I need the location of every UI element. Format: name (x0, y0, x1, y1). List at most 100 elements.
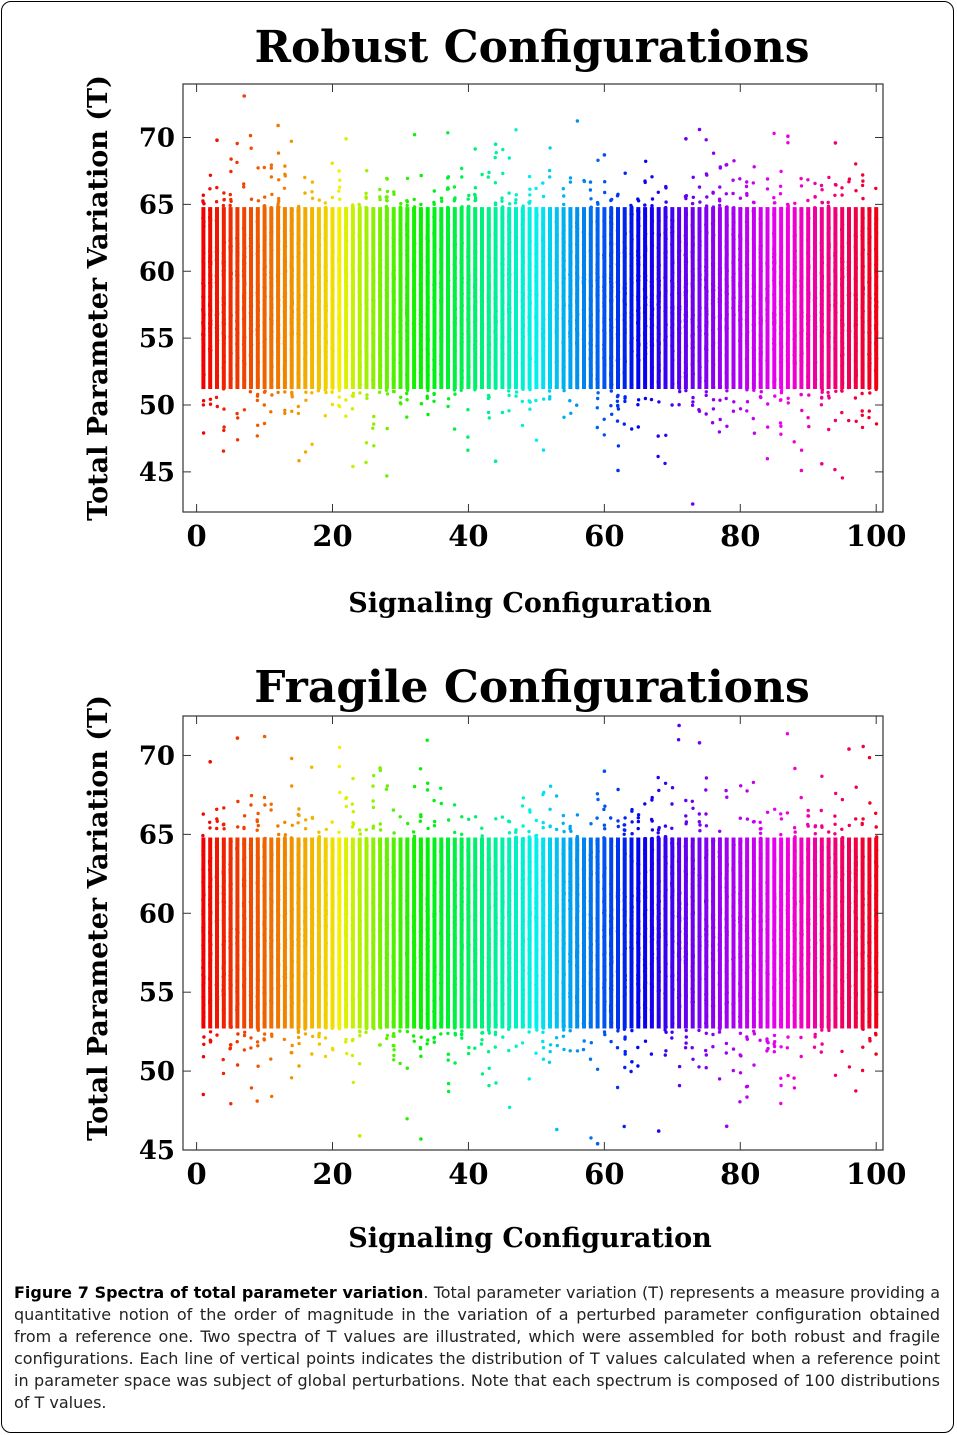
data-point (358, 247, 362, 251)
data-point (460, 166, 464, 171)
data-point (596, 212, 600, 216)
data-point (500, 215, 504, 219)
data-point (446, 278, 450, 282)
data-point (554, 303, 559, 307)
data-point (595, 227, 599, 231)
data-point (663, 276, 667, 280)
data-point (304, 364, 308, 368)
data-point (351, 299, 355, 304)
data-point (541, 238, 546, 242)
distribution-23 (350, 203, 356, 411)
data-point (609, 247, 614, 252)
data-point (303, 357, 307, 361)
data-point (562, 270, 566, 275)
data-point (357, 325, 362, 329)
data-point (501, 147, 505, 152)
data-point (534, 342, 539, 347)
data-point (324, 271, 328, 275)
data-point (554, 269, 559, 273)
data-point (391, 377, 395, 381)
data-point (637, 217, 641, 221)
data-point (214, 218, 219, 223)
data-point (466, 249, 470, 253)
data-point (432, 215, 436, 219)
data-point (602, 304, 607, 309)
data-point (643, 338, 647, 342)
data-point (527, 353, 531, 358)
data-point (391, 218, 395, 222)
data-point (317, 252, 322, 257)
data-point (534, 356, 538, 360)
data-point (467, 358, 471, 362)
data-point (371, 378, 375, 382)
data-point (623, 330, 627, 335)
data-point (297, 251, 301, 255)
data-point (650, 197, 655, 201)
data-point (480, 301, 484, 305)
data-point (603, 384, 607, 389)
data-point (609, 337, 614, 341)
data-point (609, 389, 613, 393)
data-point (384, 215, 389, 219)
data-point (501, 295, 505, 299)
data-point (255, 434, 259, 438)
data-point (596, 391, 600, 395)
data-point (453, 271, 457, 276)
data-point (310, 250, 315, 254)
data-point (290, 292, 294, 297)
data-point (418, 342, 422, 346)
data-point (446, 309, 450, 313)
data-point (222, 191, 226, 195)
data-point (644, 159, 648, 163)
data-point (249, 316, 253, 320)
data-point (228, 192, 232, 197)
data-point (650, 337, 654, 341)
data-point (256, 243, 260, 248)
data-point (568, 296, 573, 301)
data-point (201, 193, 205, 197)
data-point (643, 331, 647, 335)
data-point (215, 282, 219, 286)
data-point (405, 372, 409, 376)
data-point (337, 232, 341, 236)
data-point (548, 224, 552, 228)
data-point (351, 287, 355, 291)
data-point (480, 278, 484, 282)
data-point (330, 243, 334, 247)
data-point (602, 346, 606, 351)
data-point (609, 241, 613, 245)
data-point (351, 319, 355, 323)
data-point (670, 300, 674, 304)
data-point (466, 435, 470, 439)
data-point (466, 197, 470, 201)
data-point (242, 371, 246, 375)
data-point (377, 288, 382, 293)
data-point (574, 327, 579, 331)
distribution-56 (574, 119, 580, 407)
data-point (385, 189, 390, 194)
data-point (249, 383, 254, 387)
data-point (283, 320, 287, 324)
data-point (555, 378, 559, 382)
data-point (276, 327, 280, 332)
data-point (609, 252, 613, 256)
data-point (316, 337, 321, 342)
data-point (562, 288, 566, 293)
data-point (350, 306, 355, 310)
data-point (527, 298, 532, 303)
data-point (508, 306, 512, 310)
data-point (479, 241, 484, 245)
data-point (249, 364, 253, 368)
data-point (405, 388, 410, 392)
data-point (534, 299, 538, 303)
distribution-core (255, 207, 260, 389)
data-point (364, 307, 368, 311)
data-point (303, 329, 308, 334)
data-point (554, 240, 559, 245)
data-point (609, 356, 613, 360)
data-point (508, 202, 512, 206)
data-point (589, 339, 593, 343)
data-point (364, 205, 368, 210)
data-point (365, 318, 369, 322)
data-point (406, 271, 410, 276)
